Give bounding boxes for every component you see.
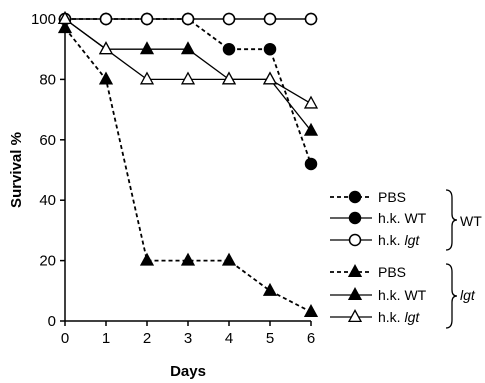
legend-label: PBS — [378, 264, 406, 280]
legend-entry: PBS — [330, 264, 406, 280]
legend-label: h.k. WT — [378, 210, 427, 226]
data-point — [99, 12, 113, 26]
data-point — [98, 71, 114, 85]
legend-marker — [347, 287, 363, 301]
data-point — [263, 12, 277, 26]
legend-label: h.k. WT — [378, 287, 427, 303]
x-tick-label: 4 — [225, 330, 233, 347]
data-point — [262, 71, 278, 85]
data-point — [180, 41, 196, 55]
data-point — [262, 282, 278, 296]
x-tick-label: 2 — [143, 330, 151, 347]
data-point — [181, 12, 195, 26]
legend-label: h.k. lgt — [378, 232, 420, 248]
data-point — [303, 303, 319, 317]
y-axis-title: Survival % — [8, 132, 25, 208]
data-point — [139, 252, 155, 266]
data-point — [304, 12, 318, 26]
x-ticks: 0 1 2 3 4 5 6 — [61, 321, 315, 347]
y-tick-label: 80 — [39, 71, 56, 88]
legend-label-main: h.k. WT — [378, 210, 427, 226]
series-line — [65, 18, 312, 165]
series-1 — [58, 12, 318, 171]
y-tick-label: 60 — [39, 132, 56, 149]
series-3 — [58, 12, 318, 26]
data-point — [222, 42, 236, 56]
legend-marker — [347, 309, 363, 323]
axes: 0 20 40 60 80 100 0 1 2 3 4 5 6 Days Survival % — [8, 11, 315, 380]
legend-group-label: WT — [460, 213, 482, 229]
legend-label-suffix: lgt — [404, 309, 420, 325]
legend-marker — [348, 233, 362, 247]
y-tick-label: 0 — [48, 313, 56, 330]
data-point — [139, 71, 155, 85]
legend-label-main: PBS — [378, 189, 406, 205]
legend-entry: h.k. lgt — [330, 232, 420, 248]
legend-label-main: h.k. — [378, 232, 404, 248]
legend-label-main: PBS — [378, 264, 406, 280]
legend-marker — [348, 190, 362, 204]
legend-entry: PBS — [330, 189, 406, 205]
data-point — [180, 252, 196, 266]
series-line — [64, 27, 312, 313]
legend-label: h.k. lgt — [378, 309, 420, 325]
data-point — [303, 122, 319, 136]
y-ticks: 0 20 40 60 80 100 — [31, 11, 65, 330]
series-6 — [57, 11, 319, 109]
data-point — [57, 11, 73, 25]
legend-marker — [348, 211, 362, 225]
x-tick-label: 0 — [61, 330, 69, 347]
legend-group-label: lgt — [460, 287, 476, 303]
data-point — [180, 71, 196, 85]
data-point — [222, 12, 236, 26]
y-tick-label: 100 — [31, 11, 56, 28]
x-tick-label: 6 — [307, 330, 315, 347]
legend-label-main: h.k. WT — [378, 287, 427, 303]
legend-entry: h.k. WT — [330, 287, 427, 303]
legend-entry: h.k. lgt — [330, 309, 420, 325]
data-point — [263, 42, 277, 56]
legend-label: PBS — [378, 189, 406, 205]
x-tick-label: 3 — [184, 330, 192, 347]
legend: PBS h.k. WT h.k. lgt PBS h.k. WT h.k. lgt WT lg… — [330, 189, 482, 329]
data-point — [304, 157, 318, 171]
data-point — [221, 252, 237, 266]
data-point — [303, 95, 319, 109]
legend-marker — [347, 264, 363, 278]
legend-label-suffix: lgt — [404, 232, 420, 248]
data-point — [139, 41, 155, 55]
legend-label-main: h.k. — [378, 309, 404, 325]
data-point — [57, 20, 73, 34]
data-point — [98, 41, 114, 55]
legend-brace — [445, 189, 458, 251]
x-tick-label: 5 — [266, 330, 274, 347]
series-layer — [57, 11, 319, 317]
y-tick-label: 40 — [39, 192, 56, 209]
data-point — [140, 12, 154, 26]
x-tick-label: 1 — [102, 330, 110, 347]
legend-entry: h.k. WT — [330, 210, 427, 226]
y-tick-label: 20 — [39, 253, 56, 270]
x-axis-title: Days — [170, 363, 206, 380]
series-4 — [57, 20, 319, 317]
data-point — [221, 71, 237, 85]
legend-brace — [445, 263, 458, 329]
